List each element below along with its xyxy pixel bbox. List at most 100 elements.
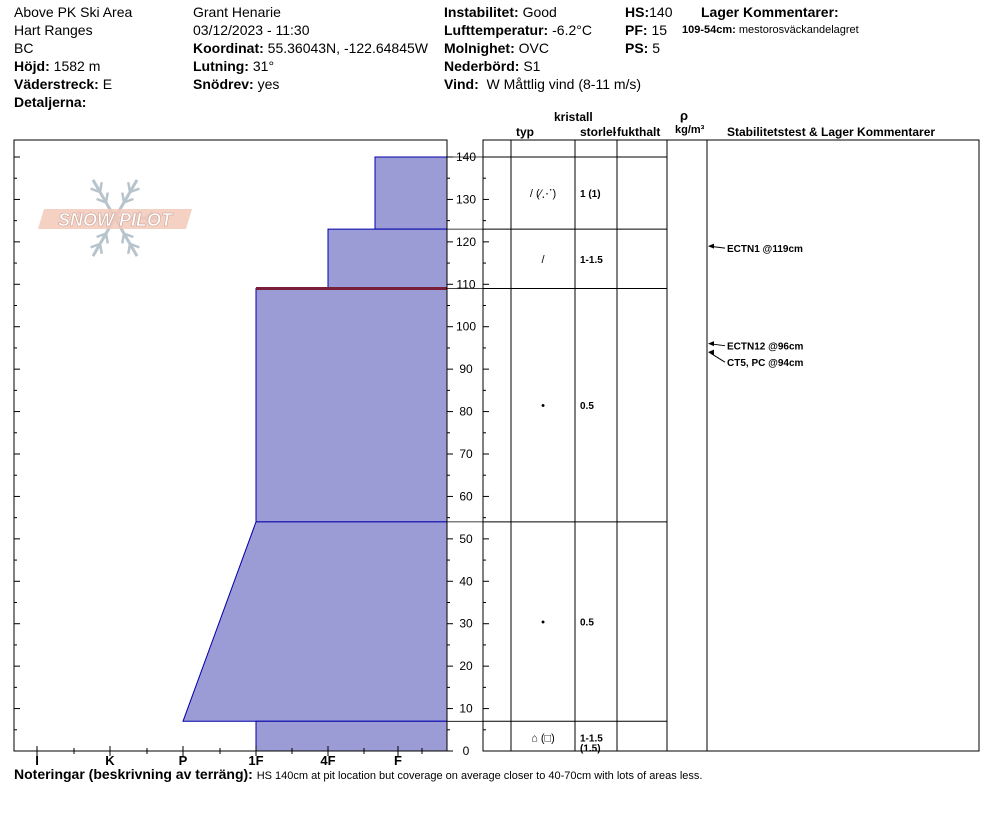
airtemp-label: Lufttemperatur: bbox=[444, 22, 549, 38]
logo-flake-branch bbox=[90, 242, 101, 249]
snow-layer-4 bbox=[182, 521, 448, 722]
depth-label-80: 80 bbox=[459, 405, 473, 419]
depth-label-10: 10 bbox=[459, 702, 473, 716]
stability-test-2: ECTN12 @96cm bbox=[727, 342, 804, 353]
drift-value: yes bbox=[257, 76, 280, 92]
ps-value: 5 bbox=[652, 40, 661, 56]
col-density-unit: kg/m³ bbox=[675, 124, 705, 136]
layer-comment: 109-54cm: mestorosväckandelagret bbox=[682, 24, 859, 36]
logo-flake-branch bbox=[129, 242, 140, 249]
snowpilot-logo: SNOW PILOT bbox=[38, 179, 192, 257]
logo-flake-branch bbox=[96, 197, 107, 204]
hardness-label-1F: 1F bbox=[248, 753, 263, 768]
logo-flake-branch bbox=[123, 232, 134, 239]
layer-grain-3: • bbox=[541, 400, 545, 412]
layer-size-1: 1 (1) bbox=[580, 189, 601, 200]
range: Hart Ranges bbox=[14, 22, 93, 38]
depth-label-110: 110 bbox=[456, 277, 475, 291]
snow-layer-2 bbox=[327, 228, 448, 290]
notes-text: HS 140cm at pit location but coverage on… bbox=[256, 770, 703, 782]
layer-grain-4: • bbox=[541, 617, 545, 629]
depth-label-90: 90 bbox=[459, 362, 473, 376]
col-stability: Stabilitetstest & Lager Kommentarer bbox=[727, 125, 936, 139]
layer-grain-1: / (⁄⋰) bbox=[530, 188, 556, 200]
wind-value: W Måttlig vind (8-11 m/s) bbox=[486, 76, 642, 92]
hs-label: HS: bbox=[625, 4, 650, 20]
layer-size-2: 1-1.5 bbox=[580, 255, 603, 266]
coordinate-value: 55.36043N, -122.64845W bbox=[267, 40, 428, 56]
logo-banner bbox=[38, 209, 192, 229]
logo-flake-branch bbox=[121, 192, 126, 203]
notes-label: Noteringar (beskrivning av terräng): bbox=[14, 766, 253, 782]
logo-flake-branch bbox=[129, 187, 140, 194]
layer-grain-2: / bbox=[541, 254, 545, 266]
depth-label-40: 40 bbox=[459, 574, 473, 588]
layer-size-4: 0.5 bbox=[580, 618, 594, 629]
logo-flake-branch bbox=[98, 181, 103, 193]
col-type: typ bbox=[516, 125, 534, 139]
pf: PF: 15 bbox=[625, 21, 667, 39]
cloud: Molnighet: OVC bbox=[444, 39, 549, 57]
slope-value: 31° bbox=[252, 58, 275, 74]
elevation-label: Höjd: bbox=[14, 58, 50, 74]
layer-grain-5: ⌂ (□) bbox=[531, 732, 555, 744]
hardness-label-K: K bbox=[105, 753, 115, 768]
test-arrowhead bbox=[708, 341, 714, 347]
hardness-label-P: P bbox=[179, 753, 188, 768]
logo-text: SNOW PILOT bbox=[58, 210, 174, 230]
ps-label: PS: bbox=[625, 40, 649, 56]
col-size: storlek bbox=[580, 125, 616, 139]
region: BC bbox=[14, 40, 34, 56]
layer-size-5: 1-1.5 bbox=[580, 733, 603, 744]
hs: HS:140 bbox=[625, 3, 672, 21]
precip-value: S1 bbox=[523, 58, 541, 74]
test-arrowhead bbox=[708, 243, 714, 249]
logo-flake-branch bbox=[90, 187, 101, 194]
logo-flake-branch bbox=[127, 243, 132, 255]
hardness-frame bbox=[13, 139, 448, 752]
logo-flake-branch bbox=[98, 243, 103, 255]
datetime: 03/12/2023 - 11:30 bbox=[193, 22, 310, 38]
logo-flake-branch bbox=[96, 232, 107, 239]
col-moisture: fukthalt bbox=[617, 125, 661, 139]
depth-label-30: 30 bbox=[459, 617, 473, 631]
coordinate-label: Koordinat: bbox=[193, 40, 264, 56]
hardness-label-F: F bbox=[394, 753, 402, 768]
depth-label-120: 120 bbox=[456, 235, 476, 249]
slope-label: Lutning: bbox=[193, 58, 249, 74]
test-arrowhead bbox=[708, 349, 714, 355]
layer-comment-text: mestorosväckandelagret bbox=[738, 24, 859, 36]
logo-flake-branch bbox=[121, 233, 126, 244]
notes: Noteringar (beskrivning av terräng): HS … bbox=[14, 766, 702, 782]
precip-label: Nederbörd: bbox=[444, 58, 520, 74]
coordinate: Koordinat: 55.36043N, -122.64845W bbox=[193, 39, 428, 57]
instability: Instabilitet: Good bbox=[444, 3, 557, 21]
slope: Lutning: 31° bbox=[193, 57, 274, 75]
wind: Vind: W Måttlig vind (8-11 m/s) bbox=[444, 75, 641, 93]
elevation: Höjd: 1582 m bbox=[14, 57, 100, 75]
pf-value: 15 bbox=[651, 22, 668, 38]
elevation-value: 1582 m bbox=[53, 58, 101, 74]
stability-test-1: ECTN1 @119cm bbox=[727, 244, 803, 255]
col-rho: ρ bbox=[680, 108, 689, 123]
layer-comment-depth: 109-54cm: bbox=[682, 24, 736, 36]
layer-comments-label: Lager Kommentarer: bbox=[701, 4, 839, 20]
layer-size-extra-5: (1.5) bbox=[580, 743, 601, 754]
instability-value: Good bbox=[522, 4, 557, 20]
aspect-value: E bbox=[102, 76, 113, 92]
cloud-value: OVC bbox=[518, 40, 549, 56]
aspect-label: Väderstreck: bbox=[14, 76, 99, 92]
wind-label: Vind: bbox=[444, 76, 479, 92]
logo-flake-branch bbox=[104, 233, 109, 244]
hardness-label-4F: 4F bbox=[320, 753, 335, 768]
location: Above PK Ski Area bbox=[14, 4, 133, 20]
drift-label: Snödrev: bbox=[193, 76, 254, 92]
layer-size-3: 0.5 bbox=[580, 401, 594, 412]
precipitation: Nederbörd: S1 bbox=[444, 57, 540, 75]
details-label: Detaljerna: bbox=[14, 94, 87, 110]
depth-label-20: 20 bbox=[459, 659, 473, 673]
pf-label: PF: bbox=[625, 22, 648, 38]
air-temperature: Lufttemperatur: -6.2°C bbox=[444, 21, 592, 39]
instability-label: Instabilitet: bbox=[444, 4, 519, 20]
